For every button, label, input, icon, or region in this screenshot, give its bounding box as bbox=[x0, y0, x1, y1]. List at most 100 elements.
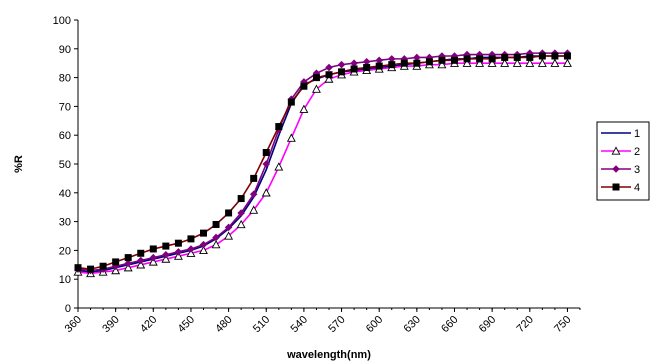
x-tick-label: 600 bbox=[364, 314, 385, 335]
data-point bbox=[274, 162, 284, 171]
data-point bbox=[513, 53, 521, 61]
data-point bbox=[388, 61, 396, 69]
legend-entry: 3 bbox=[601, 164, 640, 176]
data-point bbox=[224, 223, 233, 232]
data-point bbox=[250, 174, 258, 182]
y-tick-label: 70 bbox=[59, 101, 71, 113]
legend-marker bbox=[612, 165, 620, 173]
y-tick-label: 50 bbox=[59, 159, 71, 171]
data-point bbox=[550, 58, 560, 67]
x-tick-label: 660 bbox=[439, 314, 460, 335]
series-2 bbox=[73, 58, 572, 278]
series-group bbox=[73, 49, 572, 278]
y-tick-label: 80 bbox=[59, 73, 71, 85]
series-4 bbox=[74, 52, 571, 273]
data-point bbox=[375, 62, 383, 70]
data-point bbox=[463, 55, 471, 63]
data-point bbox=[337, 60, 346, 69]
legend-marker bbox=[611, 146, 621, 155]
data-point bbox=[451, 56, 458, 64]
data-point bbox=[74, 264, 82, 272]
data-point bbox=[149, 245, 157, 253]
data-point bbox=[363, 64, 371, 72]
data-point bbox=[200, 229, 207, 237]
data-point bbox=[87, 265, 95, 273]
data-point bbox=[187, 245, 195, 253]
data-point bbox=[311, 84, 321, 93]
data-point bbox=[261, 188, 271, 197]
legend-entry: 2 bbox=[601, 146, 640, 158]
data-point bbox=[312, 74, 320, 82]
data-point bbox=[525, 58, 535, 67]
y-tick-label: 40 bbox=[59, 188, 71, 200]
data-point bbox=[487, 58, 497, 67]
legend-label: 4 bbox=[634, 182, 640, 194]
data-point bbox=[287, 98, 295, 106]
x-tick-label: 570 bbox=[326, 314, 347, 335]
legend-entry: 4 bbox=[601, 182, 640, 194]
x-tick-label: 720 bbox=[514, 314, 535, 335]
data-point bbox=[124, 254, 132, 262]
x-tick-label: 480 bbox=[213, 314, 234, 335]
series-line-1 bbox=[77, 55, 568, 273]
legend-marker bbox=[612, 183, 620, 191]
x-tick-label: 750 bbox=[552, 314, 573, 335]
data-point bbox=[124, 259, 132, 268]
x-axis-ticks: 360 390 420 450 480 510 540 570 600 630 660 690 720 7… bbox=[63, 308, 581, 335]
data-point bbox=[438, 56, 446, 64]
data-point bbox=[212, 233, 220, 242]
data-point bbox=[538, 52, 546, 60]
series-line-3 bbox=[77, 52, 568, 272]
y-tick-label: 10 bbox=[59, 274, 71, 286]
data-point bbox=[199, 240, 208, 249]
data-point bbox=[112, 258, 120, 266]
data-point bbox=[249, 205, 259, 214]
legend-label: 1 bbox=[634, 128, 640, 140]
data-point bbox=[249, 190, 258, 199]
y-tick-label: 100 bbox=[53, 15, 71, 27]
x-tick-label: 420 bbox=[138, 314, 159, 335]
data-point bbox=[488, 55, 496, 63]
data-point bbox=[299, 104, 309, 113]
x-tick-label: 540 bbox=[289, 314, 310, 335]
y-tick-label: 60 bbox=[59, 130, 71, 142]
data-point bbox=[387, 55, 396, 63]
data-point bbox=[237, 195, 245, 203]
series-line-2 bbox=[77, 62, 568, 275]
data-point bbox=[174, 239, 182, 247]
y-tick-label: 30 bbox=[59, 217, 71, 229]
data-point bbox=[338, 68, 346, 76]
legend-label: 3 bbox=[634, 164, 640, 176]
y-axis-title: %R bbox=[13, 155, 25, 173]
x-tick-label: 510 bbox=[251, 314, 272, 335]
x-tick-label: 390 bbox=[100, 314, 121, 335]
data-point bbox=[324, 74, 334, 83]
data-point bbox=[475, 58, 485, 67]
data-point bbox=[350, 59, 358, 67]
data-point bbox=[526, 53, 534, 61]
data-point bbox=[286, 133, 296, 142]
series-1 bbox=[77, 55, 568, 273]
legend: 1 2 3 4 bbox=[596, 121, 650, 201]
data-point bbox=[149, 253, 158, 262]
data-point bbox=[212, 220, 220, 228]
data-point bbox=[162, 250, 170, 259]
data-point bbox=[99, 262, 107, 270]
data-point bbox=[174, 248, 183, 256]
data-point bbox=[551, 52, 559, 60]
data-point bbox=[413, 53, 421, 62]
data-point bbox=[400, 59, 408, 67]
y-tick-label: 20 bbox=[59, 245, 71, 257]
data-point bbox=[300, 82, 308, 90]
data-point bbox=[173, 251, 183, 260]
x-tick-label: 630 bbox=[402, 314, 423, 335]
data-point bbox=[161, 254, 171, 263]
data-point bbox=[262, 148, 270, 156]
x-tick-label: 450 bbox=[176, 314, 197, 335]
data-point bbox=[111, 265, 121, 275]
data-point bbox=[462, 58, 472, 67]
data-point bbox=[350, 65, 358, 73]
data-point bbox=[501, 53, 509, 61]
data-point bbox=[413, 59, 421, 67]
